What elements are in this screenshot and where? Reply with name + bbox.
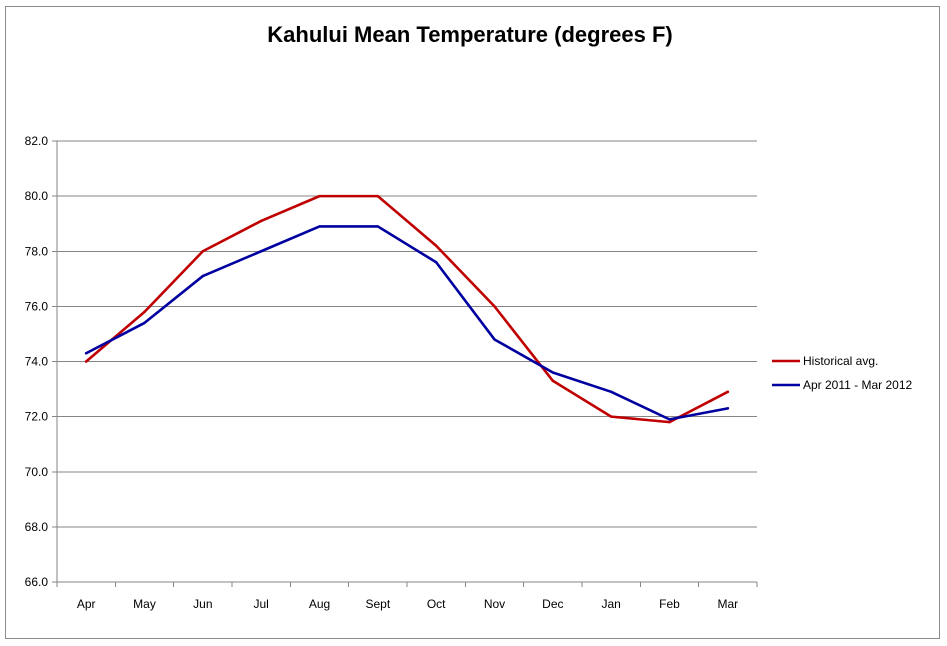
x-tick-label: Aug xyxy=(309,597,330,611)
data-point xyxy=(201,274,205,278)
y-tick-label: 76.0 xyxy=(25,299,49,313)
data-point xyxy=(493,338,496,341)
data-point xyxy=(551,379,555,382)
axis-layer: 66.0 68.0 70.0 72.0 74.0 76.0 78.0 80.0 82.0 Apr M… xyxy=(25,134,758,611)
x-tick-label: Oct xyxy=(427,597,446,611)
legend: Historical avg. Apr 2011 - Mar 2012 xyxy=(772,354,912,392)
x-tick-label: Feb xyxy=(659,597,680,611)
series-layer xyxy=(84,194,730,424)
y-tick-label: 74.0 xyxy=(25,355,49,369)
chart-title: Kahului Mean Temperature (degrees F) xyxy=(267,22,673,47)
x-tick-label: Mar xyxy=(717,597,738,611)
data-point xyxy=(84,360,88,363)
grid-layer xyxy=(57,140,757,583)
x-tick-label: Apr xyxy=(77,597,96,611)
data-point xyxy=(434,261,438,264)
legend-label: Historical avg. xyxy=(803,354,878,368)
x-tick-label: Sept xyxy=(365,597,390,611)
x-tick-label: Jan xyxy=(601,597,620,611)
data-point xyxy=(726,407,730,410)
series-line-1 xyxy=(84,194,730,424)
data-point xyxy=(318,194,321,198)
x-tick-label: Nov xyxy=(484,597,505,611)
data-point xyxy=(201,250,205,253)
y-tick-label: 72.0 xyxy=(25,410,49,424)
data-point xyxy=(376,194,380,198)
y-tick-label: 70.0 xyxy=(25,465,49,479)
data-point xyxy=(259,219,263,223)
x-tick-label: Dec xyxy=(542,597,563,611)
x-tick-label: May xyxy=(133,597,156,611)
data-point xyxy=(668,418,671,421)
x-tick-label: Jun xyxy=(193,597,212,611)
legend-label: Apr 2011 - Mar 2012 xyxy=(803,378,912,392)
data-point xyxy=(493,305,496,308)
data-point xyxy=(668,420,671,424)
data-point xyxy=(609,390,613,394)
y-tick-label: 80.0 xyxy=(25,189,49,203)
y-tick-label: 78.0 xyxy=(25,244,49,258)
data-point xyxy=(143,310,146,314)
data-point xyxy=(318,225,321,228)
x-tick-label: Jul xyxy=(253,597,268,611)
data-point xyxy=(726,390,730,394)
y-tick-label: 66.0 xyxy=(25,575,49,589)
data-point xyxy=(434,244,438,247)
data-point xyxy=(143,321,146,325)
y-tick-label: 68.0 xyxy=(25,520,49,534)
data-point xyxy=(259,250,263,253)
y-tick-label: 82.0 xyxy=(25,134,49,148)
chart-frame xyxy=(5,6,940,639)
data-point xyxy=(84,352,88,355)
data-point xyxy=(551,371,555,374)
data-point xyxy=(609,415,613,418)
data-point xyxy=(376,225,380,228)
series-line-2 xyxy=(84,225,730,421)
